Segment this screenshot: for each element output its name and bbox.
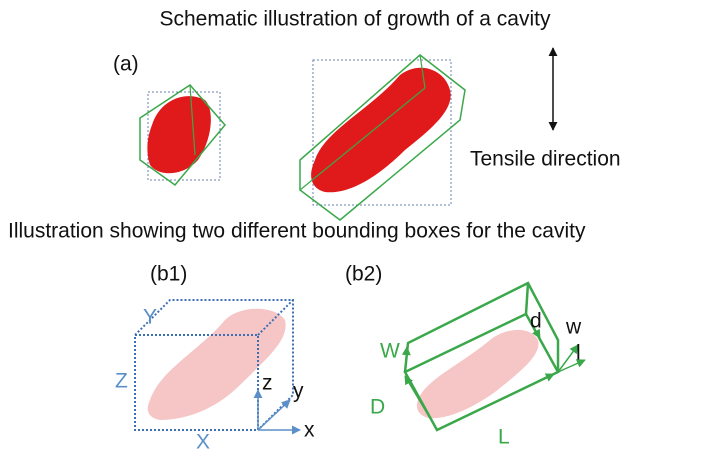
panel-label: (b2) [345,263,382,286]
axis-label: x [304,419,315,442]
axis-label: Z [115,370,128,393]
panel-label: (b1) [150,263,187,286]
axis-label: Y [143,306,157,329]
subtitle: Illustration showing two different bound… [8,220,586,243]
axis-label: z [262,372,273,395]
axis-label: L [498,426,510,449]
diagram: Schematic illustration of growth of a ca… [0,0,709,454]
axis-label: w [565,316,582,339]
axis-label: D [370,396,385,419]
axis-label: W [380,340,400,363]
axis-label: l [576,342,581,365]
panel-label: (a) [113,53,139,76]
axis-label: y [293,380,304,403]
small-cavity [140,85,225,185]
axis-label: d [530,310,542,333]
oriented-box [405,283,585,430]
axis-aligned-box [135,300,300,430]
axis-label: X [196,431,210,454]
title: Schematic illustration of growth of a ca… [159,8,551,31]
large-cavity [300,55,465,220]
direction-label: Tensile direction [470,148,621,171]
